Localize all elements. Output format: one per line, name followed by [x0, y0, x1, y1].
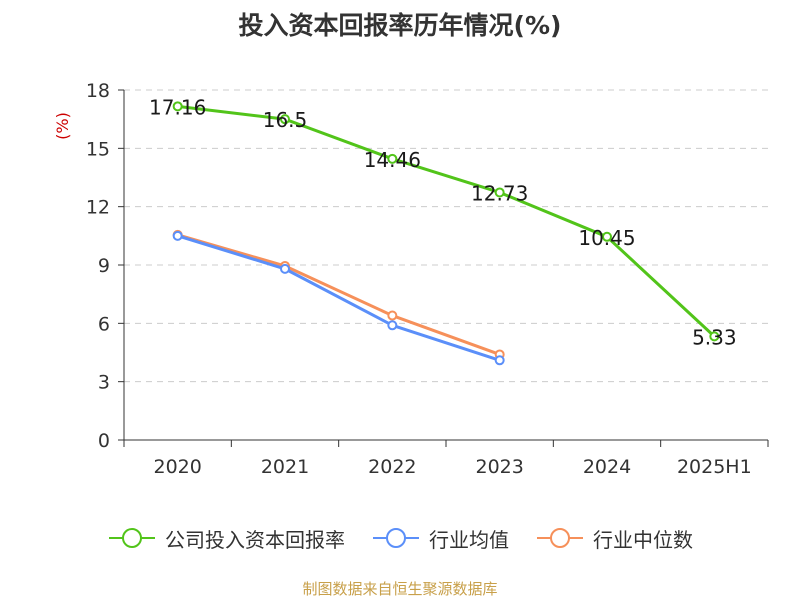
y-tick-label: 12 [86, 197, 110, 219]
legend: 公司投入资本回报率 行业均值 行业中位数 [0, 518, 800, 558]
chart-title: 投入资本回报率历年情况(%) [238, 11, 562, 40]
data-point [709, 331, 720, 342]
data-labels: 17.16 16.5 14.46 12.73 10.45 5.33 [149, 95, 737, 349]
legend-item[interactable]: 行业中位数 [535, 524, 693, 553]
legend-item[interactable]: 公司投入资本回报率 [107, 524, 345, 553]
data-point [494, 355, 505, 366]
x-tick-label: 2025H1 [677, 456, 752, 478]
data-point [602, 231, 612, 242]
data-point [387, 320, 398, 331]
data-label: 5.33 [692, 325, 737, 349]
series-line [177, 104, 716, 338]
data-point [280, 263, 290, 274]
data-label: 10.45 [578, 226, 635, 250]
legend-swatch [537, 528, 583, 548]
y-tick-label: 0 [98, 430, 110, 452]
y-tick-label: 9 [98, 255, 110, 277]
legend-marker [122, 528, 142, 548]
legend-swatch [109, 528, 155, 548]
y-tick-label: 18 [86, 80, 110, 102]
legend-label: 公司投入资本回报率 [165, 527, 345, 552]
x-tick-label: 2021 [261, 456, 309, 478]
data-point [172, 101, 183, 112]
x-tick-label: 2024 [583, 456, 631, 478]
legend-marker [550, 528, 570, 548]
grid-lines [124, 89, 768, 383]
legend-label: 行业均值 [429, 527, 509, 552]
data-label: 16.5 [263, 108, 308, 132]
series-line [177, 233, 501, 356]
x-tick-label: 2020 [153, 456, 201, 478]
legend-label: 行业中位数 [593, 527, 693, 552]
data-point [172, 230, 183, 241]
y-tick-label: 3 [98, 372, 110, 394]
data-point [494, 187, 505, 198]
data-label: 12.73 [471, 181, 528, 205]
y-axis-unit-label: (%) [53, 112, 72, 140]
x-tick-label: 2023 [475, 456, 523, 478]
y-tick-label: 15 [86, 138, 110, 160]
y-tick-label: 6 [98, 313, 110, 335]
legend-marker [386, 528, 406, 548]
x-tick-label: 2022 [368, 456, 416, 478]
series-line [177, 234, 501, 362]
data-point [387, 153, 398, 164]
axes: 0 3 6 9 12 15 18 2020 2021 2022 2023 2024 2025H1 [86, 80, 769, 478]
data-label: 17.16 [149, 95, 206, 119]
source-note: 制图数据来自恒生聚源数据库 [302, 580, 498, 598]
data-point [280, 114, 290, 125]
legend-item[interactable]: 行业均值 [371, 524, 509, 553]
series-lines [172, 101, 720, 366]
data-point [387, 310, 398, 321]
data-label: 14.46 [364, 148, 421, 172]
legend-swatch [373, 528, 419, 548]
